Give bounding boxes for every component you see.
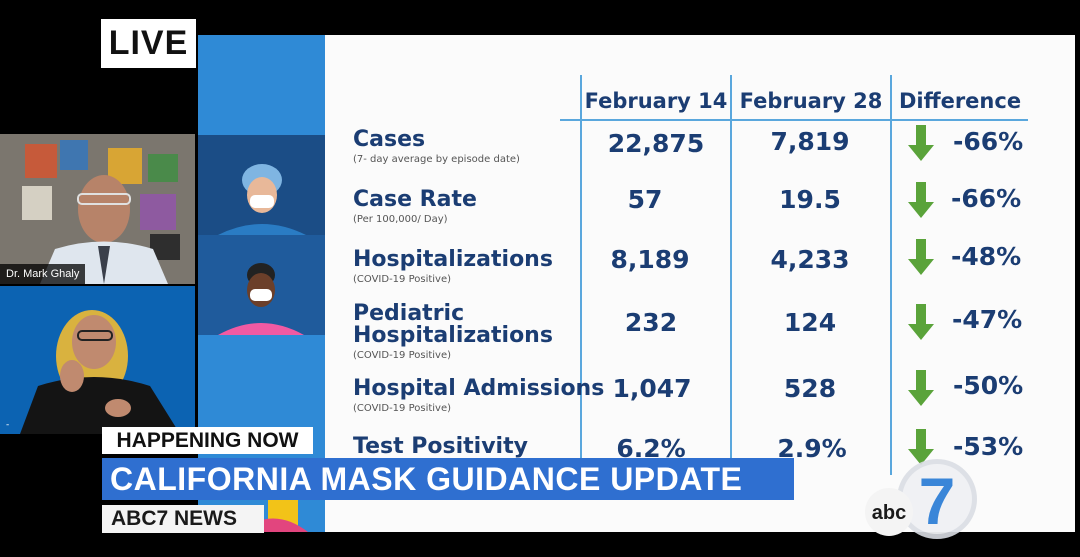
live-badge: LIVE [101,19,196,68]
interpreter-video-image [0,286,195,434]
down-arrow-icon [908,239,934,275]
abc7-logo: 7 abc [865,459,977,539]
table-row-label: Test Positivity [353,434,528,459]
column-header-difference: Difference [898,89,1022,113]
table-cell: 1,047 [612,374,692,403]
interpreter-video-tile[interactable]: - [0,286,195,434]
table-cell: 7,819 [770,127,850,156]
table-cell-difference: -53% [953,432,1024,461]
column-header-feb28: February 28 [739,89,883,113]
table-cell-difference: -50% [953,371,1024,400]
statistics-slide: February 14 February 28 Difference Cases… [325,35,1075,532]
healthcare-workers-illustration [198,135,325,532]
table-cell-difference: -48% [951,242,1022,271]
svg-text:7: 7 [919,464,956,538]
table-row-label: Pediatric Hospitalizations (COVID-19 Pos… [353,301,553,362]
down-arrow-icon [908,125,934,161]
down-arrow-icon [908,429,934,465]
table-cell-difference: -47% [952,305,1023,334]
table-cell: 22,875 [607,129,705,158]
headline-banner: CALIFORNIA MASK GUIDANCE UPDATE [102,458,794,500]
table-divider [890,75,892,475]
column-header-feb14: February 14 [584,89,728,113]
speaker-video-tile[interactable]: Dr. Mark Ghaly [0,134,195,284]
table-cell-difference: -66% [951,184,1022,213]
svg-text:abc: abc [872,502,906,524]
network-name: ABC7 NEWS [102,505,264,533]
down-arrow-icon [908,370,934,406]
table-cell: 232 [624,308,678,337]
table-cell: 8,189 [610,245,690,274]
down-arrow-icon [908,182,934,218]
table-cell-difference: -66% [953,127,1024,156]
speaker-video-image [0,134,195,284]
table-cell: 4,233 [770,245,850,274]
table-cell: 57 [627,185,663,214]
table-row-label: Hospitalizations (COVID-19 Positive) [353,247,553,286]
down-arrow-icon [908,304,934,340]
table-divider [730,75,732,475]
speaker-nameplate: Dr. Mark Ghaly [0,264,86,284]
happening-now-tag: HAPPENING NOW [102,427,313,454]
table-cell: 528 [783,374,837,403]
table-row-label: Cases (7- day average by episode date) [353,127,520,166]
table-row-label: Hospital Admissions (COVID-19 Positive) [353,376,605,415]
table-divider [580,75,582,475]
table-cell: 19.5 [779,185,841,214]
table-header-rule [560,119,1028,121]
table-cell: 124 [783,308,837,337]
table-row-label: Case Rate (Per 100,000/ Day) [353,187,477,226]
